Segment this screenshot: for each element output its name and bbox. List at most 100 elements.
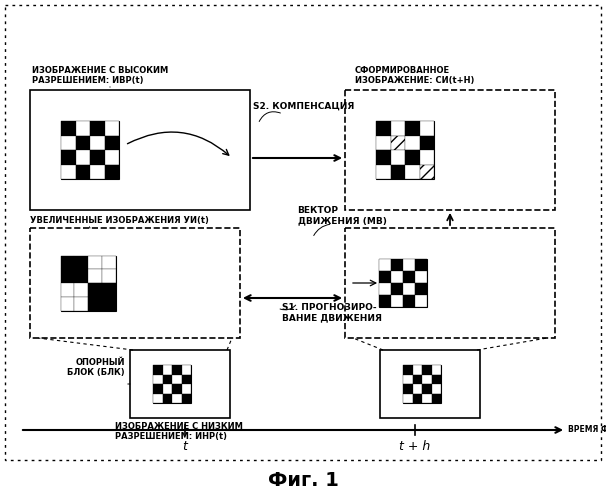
- Bar: [75, 256, 88, 269]
- Bar: [61, 164, 76, 179]
- Bar: [172, 365, 182, 374]
- Bar: [61, 121, 76, 136]
- Bar: [102, 256, 116, 269]
- Bar: [403, 365, 441, 403]
- Bar: [76, 150, 90, 164]
- Bar: [379, 259, 427, 307]
- Bar: [61, 121, 119, 179]
- Bar: [153, 384, 162, 394]
- Bar: [182, 365, 191, 374]
- Bar: [405, 121, 419, 136]
- Bar: [379, 271, 391, 283]
- Bar: [376, 136, 390, 150]
- Bar: [376, 121, 434, 179]
- Bar: [172, 384, 182, 394]
- Bar: [419, 150, 434, 164]
- Bar: [380, 350, 480, 418]
- Bar: [405, 150, 419, 164]
- Bar: [403, 394, 413, 403]
- Text: S2. КОМПЕНСАЦИЯ: S2. КОМПЕНСАЦИЯ: [253, 102, 355, 111]
- Bar: [390, 164, 405, 179]
- Text: t + h: t + h: [399, 440, 431, 453]
- Text: ВЕКТОР
ДВИЖЕНИЯ (МВ): ВЕКТОР ДВИЖЕНИЯ (МВ): [298, 206, 387, 225]
- Bar: [403, 365, 413, 374]
- Bar: [75, 269, 88, 283]
- Text: ИЗОБРАЖЕНИЕ С НИЗКИМ
РАЗРЕШЕНИЕМ: ИНР(t): ИЗОБРАЖЕНИЕ С НИЗКИМ РАЗРЕШЕНИЕМ: ИНР(t): [115, 422, 243, 442]
- Bar: [345, 228, 555, 338]
- Bar: [431, 384, 441, 394]
- Bar: [90, 136, 104, 150]
- Text: ИЗОБРАЖЕНИЕ С ВЫСОКИМ
РАЗРЕШЕНИЕМ: ИВР(t): ИЗОБРАЖЕНИЕ С ВЫСОКИМ РАЗРЕШЕНИЕМ: ИВР(t…: [32, 66, 168, 85]
- Bar: [182, 384, 191, 394]
- Bar: [61, 256, 75, 269]
- Text: t: t: [182, 440, 187, 453]
- Bar: [104, 150, 119, 164]
- Bar: [391, 259, 403, 271]
- Bar: [391, 283, 403, 295]
- Bar: [376, 121, 390, 136]
- Bar: [182, 374, 191, 384]
- Bar: [419, 164, 434, 179]
- Bar: [162, 384, 172, 394]
- Bar: [419, 121, 434, 136]
- Bar: [403, 374, 413, 384]
- Bar: [422, 394, 431, 403]
- Bar: [431, 365, 441, 374]
- Bar: [162, 365, 172, 374]
- Bar: [75, 283, 88, 296]
- Text: Фиг. 1: Фиг. 1: [268, 471, 338, 490]
- Bar: [379, 295, 391, 307]
- Bar: [403, 271, 415, 283]
- Bar: [88, 296, 102, 310]
- Bar: [379, 283, 391, 295]
- Bar: [153, 394, 162, 403]
- Bar: [413, 374, 422, 384]
- Bar: [153, 374, 162, 384]
- Bar: [90, 121, 104, 136]
- Bar: [61, 296, 75, 310]
- Bar: [88, 269, 102, 283]
- Bar: [405, 164, 419, 179]
- Bar: [391, 295, 403, 307]
- Bar: [130, 350, 230, 418]
- Bar: [162, 394, 172, 403]
- Bar: [102, 296, 116, 310]
- Bar: [413, 394, 422, 403]
- Bar: [104, 121, 119, 136]
- Text: СФОРМИРОВАННОЕ
ИЗОБРАЖЕНИЕ: СИ(t+H): СФОРМИРОВАННОЕ ИЗОБРАЖЕНИЕ: СИ(t+H): [355, 66, 474, 85]
- Bar: [88, 256, 102, 269]
- Bar: [61, 150, 76, 164]
- Bar: [390, 136, 405, 150]
- Bar: [403, 283, 415, 295]
- Bar: [102, 283, 116, 296]
- Bar: [422, 365, 431, 374]
- Bar: [61, 256, 116, 310]
- Bar: [403, 259, 415, 271]
- Bar: [415, 295, 427, 307]
- Bar: [422, 384, 431, 394]
- Bar: [102, 269, 116, 283]
- Bar: [76, 136, 90, 150]
- Bar: [153, 365, 162, 374]
- Bar: [415, 271, 427, 283]
- Bar: [390, 121, 405, 136]
- Bar: [391, 271, 403, 283]
- Text: S1. ПРОГНОЗИРО-
ВАНИЕ ДВИЖЕНИЯ: S1. ПРОГНОЗИРО- ВАНИЕ ДВИЖЕНИЯ: [282, 303, 382, 322]
- Bar: [61, 269, 75, 283]
- Bar: [162, 374, 172, 384]
- Text: ВРЕМЯ ФОТОГРАФИРОВАНИЯ: ВРЕМЯ ФОТОГРАФИРОВАНИЯ: [568, 426, 606, 434]
- Bar: [76, 164, 90, 179]
- Bar: [403, 295, 415, 307]
- Bar: [345, 90, 555, 210]
- Bar: [182, 394, 191, 403]
- Bar: [379, 259, 391, 271]
- Bar: [413, 365, 422, 374]
- Bar: [61, 136, 76, 150]
- Bar: [90, 150, 104, 164]
- Bar: [90, 164, 104, 179]
- Bar: [172, 394, 182, 403]
- Bar: [30, 90, 250, 210]
- Bar: [405, 136, 419, 150]
- Bar: [403, 384, 413, 394]
- Bar: [431, 394, 441, 403]
